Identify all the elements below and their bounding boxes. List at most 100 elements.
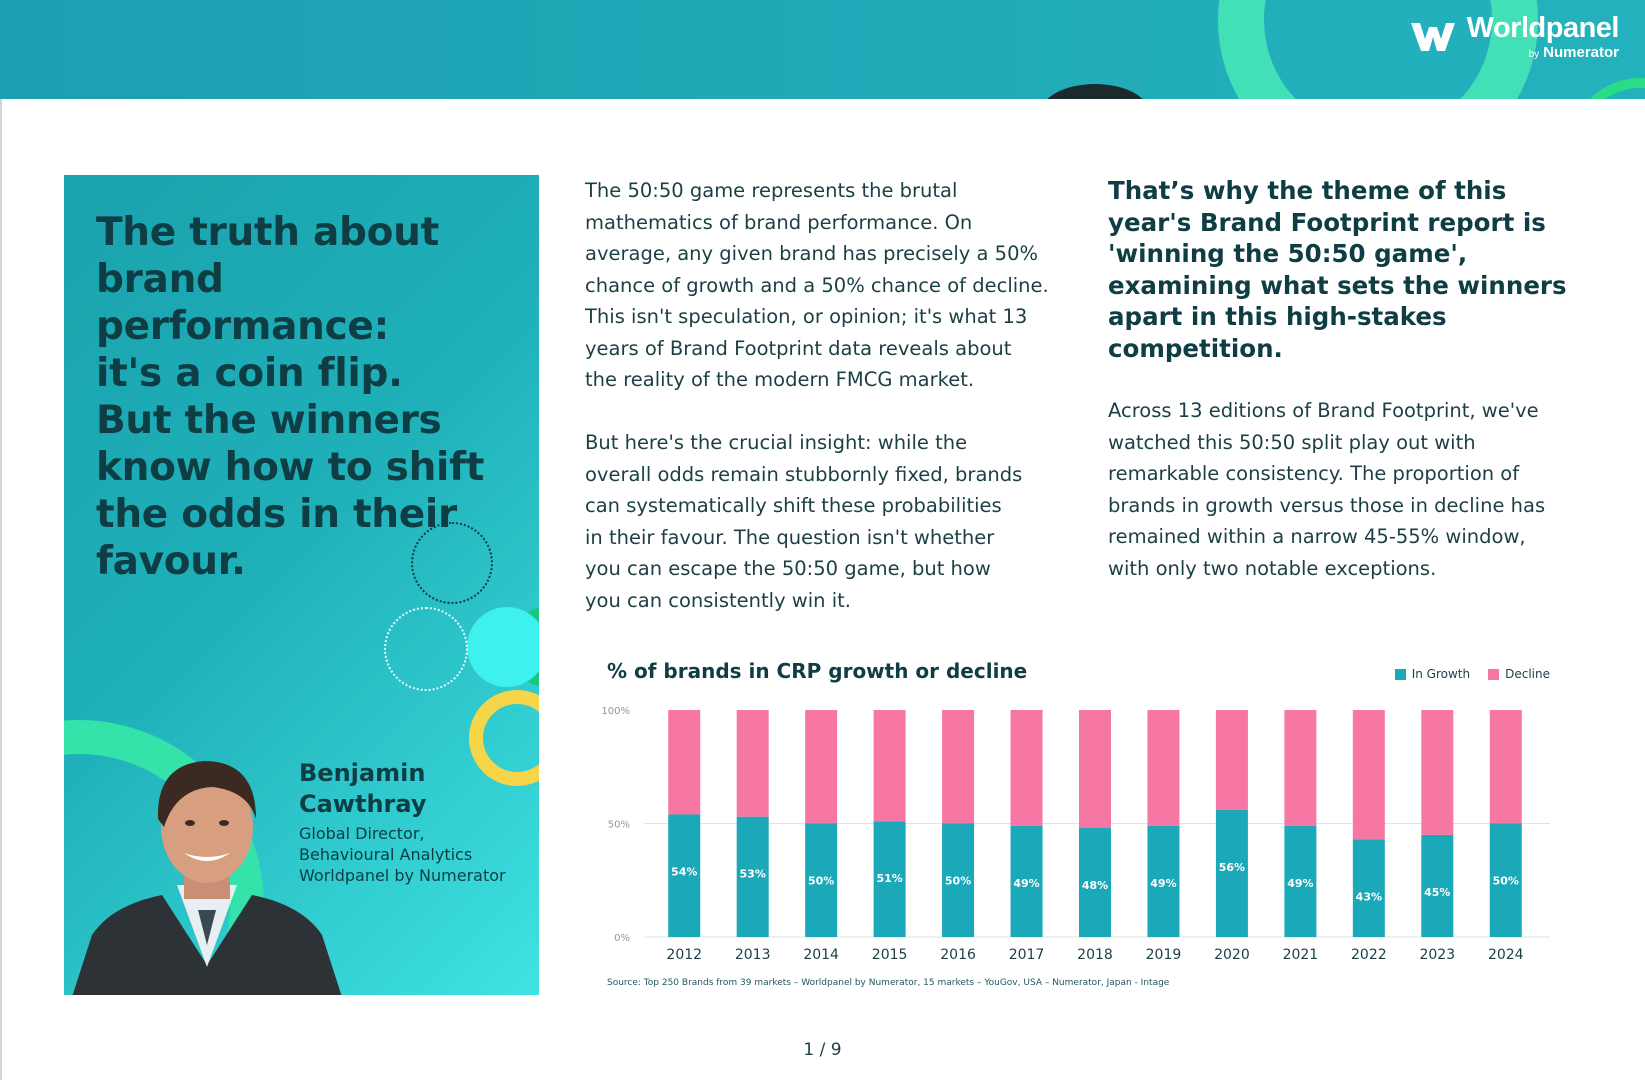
text-line: overall odds remain stubbornly fixed, br…	[585, 462, 1023, 486]
legend-item-growth: In Growth	[1394, 667, 1471, 681]
text-line: remained within a narrow 45-55% window,	[1108, 525, 1526, 548]
legend-label-decline: Decline	[1505, 667, 1550, 681]
x-tick-label: 2016	[940, 947, 976, 963]
insight-paragraph: But here's the crucial insight: while th…	[585, 427, 1070, 616]
bar-decline	[1215, 710, 1248, 810]
text-line: average, any given brand has precisely a…	[585, 242, 1039, 265]
author-name-line: Benjamin	[299, 759, 426, 787]
bar-growth	[805, 823, 838, 937]
bar-data-label: 56%	[1219, 861, 1245, 874]
y-tick-label: 50%	[608, 820, 630, 831]
author-role-line: Global Director,	[299, 824, 425, 843]
logo-by: by	[1528, 49, 1540, 60]
cyan-semicircle	[467, 607, 539, 687]
bar-data-label: 43%	[1356, 890, 1382, 903]
author-role-line: Worldpanel by Numerator	[299, 866, 506, 885]
text-line: brands in growth versus those in decline…	[1108, 493, 1546, 517]
bar-growth	[736, 816, 769, 937]
bar-growth	[942, 823, 975, 937]
text-line: you can escape the 50:50 game, but how	[585, 557, 991, 580]
growth-decline-chart: % of brands in CRP growth or decline In …	[590, 650, 1550, 995]
worldpanel-logo[interactable]: Worldpanel by Numerator	[1409, 12, 1620, 60]
hero-title-line: it's a coin flip.	[96, 351, 403, 396]
text-line: competition.	[1108, 333, 1283, 363]
theme-heading: That’s why the theme of this year's Bran…	[1108, 175, 1608, 364]
x-tick-label: 2017	[1009, 947, 1045, 963]
author-role-line: Behavioural Analytics	[299, 845, 473, 864]
text-line: remarkable consistency. The proportion o…	[1108, 462, 1520, 485]
x-tick-label: 2023	[1419, 947, 1455, 963]
bar-growth	[1421, 834, 1454, 937]
text-line: The 50:50 game represents the brutal	[585, 179, 958, 202]
legend-swatch-decline	[1488, 668, 1500, 680]
bar-data-label: 50%	[1493, 875, 1519, 888]
hero-card: The truth about brand performance: it's …	[64, 175, 539, 995]
bar-decline	[942, 710, 975, 824]
text-line: Across 13 editions of Brand Footprint, w…	[1108, 399, 1539, 422]
middle-column: The 50:50 game represents the brutal mat…	[585, 175, 1070, 616]
bar-decline	[805, 710, 838, 824]
hero-title-line: the odds in their	[96, 492, 457, 537]
legend-swatch-growth	[1394, 668, 1406, 680]
bar-data-label: 54%	[671, 865, 697, 878]
text-line: But here's the crucial insight: while th…	[585, 431, 968, 454]
portrait-photo	[72, 761, 342, 995]
x-tick-label: 2018	[1077, 947, 1113, 963]
top-banner: Worldpanel by Numerator	[0, 0, 1645, 99]
text-line: in their favour. The question isn't whet…	[585, 525, 995, 549]
bar-decline	[736, 710, 769, 817]
y-tick-label: 100%	[601, 706, 630, 717]
bar-decline	[1421, 710, 1454, 835]
text-line: you can consistently win it.	[585, 588, 851, 612]
page-left-border	[0, 99, 2, 1080]
x-tick-label: 2019	[1146, 947, 1182, 963]
text-line: can systematically shift these probabili…	[585, 494, 1002, 517]
y-tick-label: 0%	[614, 933, 630, 944]
text-line: year's Brand Footprint report is	[1108, 207, 1546, 237]
intro-paragraph: The 50:50 game represents the brutal mat…	[585, 175, 1070, 396]
text-line: years of Brand Footprint data reveals ab…	[585, 336, 1012, 360]
chart-plot: 100% 50% 0% 54% 2012 53% 2013 50% 2014 51% 2015 50%…	[601, 706, 1550, 963]
text-line: the reality of the modern FMCG market.	[585, 368, 975, 391]
x-tick-label: 2013	[735, 947, 771, 963]
bar-data-label: 49%	[1287, 877, 1313, 890]
bar-decline	[1489, 710, 1522, 824]
bar-growth	[1010, 825, 1043, 937]
chart-legend: In Growth Decline	[1394, 667, 1550, 681]
bar-data-label: 49%	[1150, 877, 1176, 890]
worldpanel-w-icon	[1410, 23, 1455, 51]
bar-decline	[1284, 710, 1317, 826]
legend-label-growth: In Growth	[1411, 667, 1471, 681]
banner-decoration-ring	[1218, 0, 1538, 99]
chart-title: % of brands in CRP growth or decline	[607, 659, 1028, 683]
legend-item-decline: Decline	[1488, 667, 1550, 681]
bar-decline	[1352, 710, 1385, 840]
bar-data-label: 45%	[1424, 886, 1450, 899]
x-tick-label: 2021	[1283, 947, 1319, 963]
page-indicator[interactable]: 1 / 9	[803, 1040, 842, 1060]
banner-photo-fragment	[1040, 84, 1150, 99]
bar-decline	[1010, 710, 1043, 826]
text-line: chance of growth and a 50% chance of dec…	[585, 273, 1049, 297]
editions-paragraph: Across 13 editions of Brand Footprint, w…	[1108, 395, 1608, 584]
author-name: Benjamin Cawthray	[299, 758, 529, 820]
bar-data-label: 50%	[808, 875, 834, 888]
bar-decline	[873, 710, 906, 822]
bar-decline	[1147, 710, 1180, 826]
bar-data-label: 48%	[1082, 879, 1108, 892]
logo-title: Worldpanel	[1466, 12, 1620, 44]
x-tick-label: 2012	[666, 947, 702, 963]
bar-growth	[1215, 809, 1248, 937]
author-name-line: Cawthray	[299, 790, 427, 818]
bar-data-label: 49%	[1013, 877, 1039, 890]
bar-data-label: 53%	[740, 868, 766, 881]
bar-decline	[668, 710, 701, 815]
text-line: This isn't speculation, or opinion; it's…	[585, 305, 1028, 328]
logo-sub-brand: Numerator	[1543, 44, 1619, 61]
hero-title-line: brand performance:	[96, 257, 389, 349]
author-role: Global Director, Behavioural Analytics W…	[299, 823, 539, 886]
text-line: examining what sets the winners	[1108, 270, 1567, 300]
bar-growth	[1079, 828, 1111, 937]
bar-growth	[873, 821, 906, 937]
logo-subtitle: by Numerator	[1529, 45, 1619, 60]
